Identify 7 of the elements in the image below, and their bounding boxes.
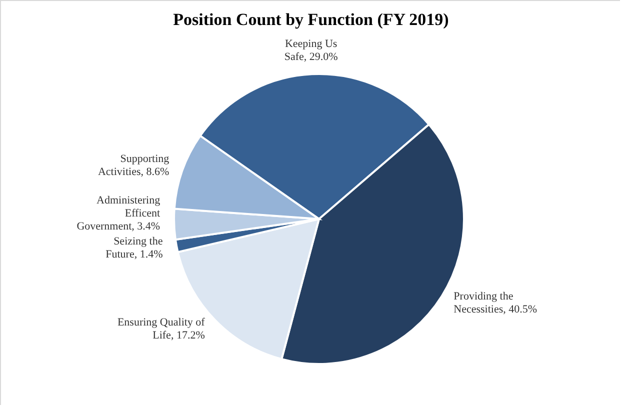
- slice-label: Ensuring Quality of Life, 17.2%: [117, 316, 206, 342]
- slice-label: Administering Efficent Government, 3.4%: [76, 194, 161, 232]
- slice-label: Supporting Activities, 8.6%: [98, 152, 170, 178]
- slice-label: Keeping Us Safe, 29.0%: [284, 38, 338, 63]
- slice-label: Seizing the Future, 1.4%: [106, 235, 163, 260]
- slice-label: Providing the Necessities, 40.5%: [454, 290, 538, 316]
- chart-title: Position Count by Function (FY 2019): [173, 10, 449, 29]
